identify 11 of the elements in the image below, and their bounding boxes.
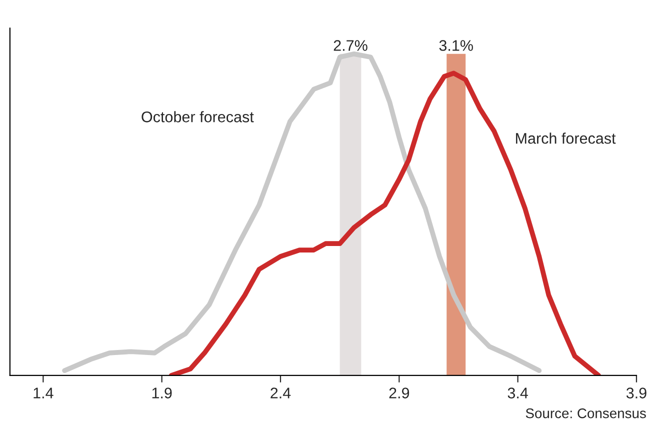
x-tick-label: 3.4 bbox=[508, 388, 528, 398]
x-tick-label: 2.9 bbox=[389, 388, 410, 398]
series-label: March forecast bbox=[516, 132, 616, 144]
x-tick-label: 2.4 bbox=[270, 388, 291, 398]
band-label: 2.7% bbox=[334, 40, 368, 51]
x-tick-label: 3.9 bbox=[626, 388, 646, 398]
text: October forecast bbox=[142, 111, 254, 122]
x-tick-label: 1.4 bbox=[34, 388, 54, 398]
source-note: Source: Consensus bbox=[526, 408, 646, 418]
x-tick-label: 1.9 bbox=[152, 388, 172, 398]
band-label: 3.1% bbox=[439, 40, 473, 51]
